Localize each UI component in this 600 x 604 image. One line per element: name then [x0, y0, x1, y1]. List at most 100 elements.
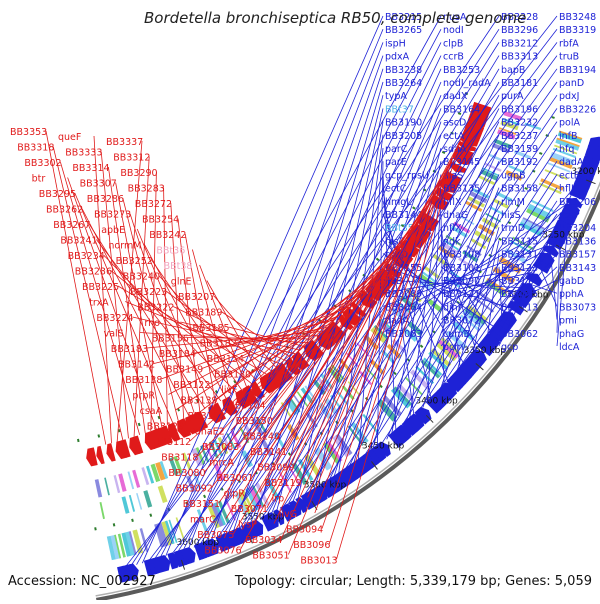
forward-label-leader: [286, 108, 500, 507]
feature-block: [495, 191, 513, 202]
forward-gene-label: BB3157: [559, 250, 596, 261]
forward-gene-label: BB3135: [443, 184, 480, 195]
reverse-label-leader: [199, 264, 247, 387]
reverse-gene-label: BB3076: [204, 546, 241, 557]
feature-block: [143, 490, 153, 508]
reverse-gene-label: BB3096: [293, 540, 330, 551]
reverse-gene-arrow: [106, 443, 116, 462]
reverse-gene-label: mrcA: [209, 458, 234, 469]
forward-label-leader: [467, 240, 558, 361]
feature-block: [132, 469, 141, 488]
reverse-label-leader: [67, 177, 157, 430]
reverse-gene-arrow: [120, 439, 131, 458]
ruler-tick-label: 3200 kbp: [571, 167, 600, 177]
forward-gene-label: BB3215: [385, 12, 422, 23]
forward-gene-label: ilvB: [385, 276, 402, 287]
feature-block: [426, 298, 443, 313]
reverse-label-leader: [96, 239, 222, 402]
reverse-gene-label: BB3241: [60, 236, 97, 247]
reverse-gene-label: BB3312: [113, 153, 150, 164]
feature-block: [323, 441, 341, 465]
forward-gene-label: BB3319: [559, 25, 596, 36]
reverse-gene-arrow: [133, 435, 144, 455]
reverse-gene-label: BB3138: [125, 375, 162, 386]
forward-gene-arrow: [206, 538, 220, 556]
reverse-label-leader: [288, 142, 460, 555]
feature-block: [410, 369, 431, 390]
feature-block: [217, 500, 231, 524]
reverse-gene-label: BB3286: [87, 194, 124, 205]
reverse-label-leader: [117, 285, 267, 375]
forward-gene-label: ectA: [443, 131, 465, 142]
reverse-gene-label: BB3142: [118, 360, 155, 371]
forward-label-leader: [352, 147, 442, 465]
forward-gene-label: BB3063: [385, 329, 422, 340]
forward-gene-arrow: [500, 311, 517, 325]
reverse-label-leader: [170, 202, 185, 419]
reverse-gene-label: glnE: [171, 277, 192, 288]
forward-gene-label: ascD: [443, 118, 466, 129]
feature-block: [492, 266, 516, 284]
reverse-gene-label: btr: [32, 174, 46, 185]
reverse-gene-label: BB3151: [183, 499, 220, 510]
feature-block: [118, 473, 127, 492]
forward-gene-arrow: [184, 546, 196, 564]
reverse-label-leader: [300, 215, 422, 483]
reverse-label-leader: [213, 295, 277, 368]
forward-gene-label: pdxJ: [559, 91, 579, 102]
forward-gene-label: BB3205: [385, 131, 422, 142]
forward-label-leader: [382, 266, 535, 294]
reverse-gene-arrow: [96, 445, 105, 465]
ruler-tick-mark: [247, 534, 253, 544]
accession-text: Accession: NC_002927: [8, 574, 156, 589]
feature-block: [504, 248, 528, 264]
reverse-gene-label: BB3103: [188, 411, 225, 422]
reverse-gene-label: livG: [279, 509, 297, 520]
reverse-gene-label: BB3273: [94, 210, 131, 221]
feature-block: [538, 182, 562, 195]
feature-block: [471, 187, 490, 199]
reverse-gene-label: BB3094: [286, 525, 323, 536]
feature-block: [482, 167, 500, 177]
forward-gene-label: BB3143: [559, 263, 596, 274]
feature-block: [248, 485, 264, 510]
feature-block: [313, 447, 332, 471]
forward-gene-label: BB3248: [559, 12, 596, 23]
ruler-tick-label: 3250 kbp: [542, 231, 585, 241]
forward-gene-label: dadX: [443, 91, 468, 102]
forward-label-leader: [307, 121, 500, 495]
forward-label-leader: [254, 81, 384, 523]
reverse-label-leader: [150, 171, 157, 432]
feature-block: [127, 471, 135, 490]
forward-label-leader: [400, 187, 558, 428]
reverse-label-leader: [232, 163, 450, 535]
forward-gene-label: BB3238: [385, 65, 422, 76]
reverse-gene-label: BB3112: [154, 437, 191, 448]
reverse-gene-label: BB3071: [231, 504, 268, 515]
forward-label-leader: [302, 121, 558, 498]
ruler-tick-mark: [181, 559, 186, 570]
reverse-label-leader: [201, 315, 340, 369]
forward-gene-label: BB3181: [501, 78, 538, 89]
reverse-label-leader: [192, 249, 232, 396]
ruler-tick-mark: [518, 306, 528, 313]
feature-block: [150, 463, 161, 483]
reverse-label-leader: [211, 210, 425, 488]
ruler-tick-label: 3400 kbp: [415, 397, 458, 407]
forward-gene-label: rpsP: [559, 210, 580, 221]
forward-gene-label: BB3264: [385, 78, 422, 89]
forward-gene-label: BB3113: [501, 302, 538, 313]
feature-block: [113, 475, 121, 494]
reverse-gene-label: BB3236: [75, 267, 112, 278]
forward-label-leader: [440, 230, 556, 320]
forward-label-leader: [498, 214, 564, 333]
reverse-gene-label: BB3224: [96, 313, 133, 324]
reverse-label-leader: [177, 218, 201, 412]
forward-label-leader: [382, 213, 449, 383]
forward-gene-label: BB3226: [559, 104, 596, 115]
feature-block: [104, 477, 110, 496]
reverse-label-leader: [259, 205, 428, 493]
forward-gene-label: BBt35: [385, 223, 414, 234]
ruler-tick-mark: [371, 461, 378, 470]
feature-block: [341, 385, 355, 401]
